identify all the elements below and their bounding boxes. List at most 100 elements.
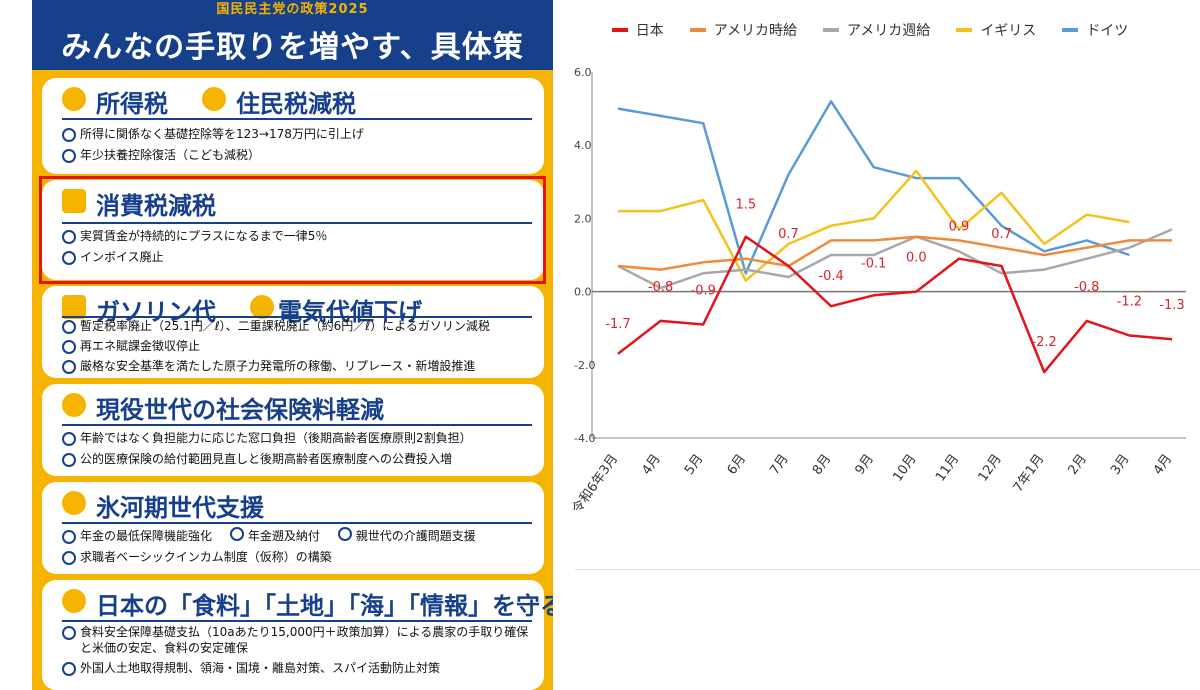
- list-item: 年齢ではなく負担能力に応じた窓口負担（後期高齢者医療原則2割負担）: [62, 428, 537, 449]
- check-icon: [62, 453, 76, 467]
- section-title: ガソリン代: [96, 298, 216, 326]
- data-label: -0.1: [861, 256, 886, 271]
- section-income-tax: 所得税 住民税減税 所得に関係なく基礎控除等を123→178万円に引上げ 年少扶…: [42, 78, 544, 174]
- section-consumption-tax: 消費税減税 実質賃金が持続的にプラスになるまで一律5％ インボイス廃止: [42, 180, 544, 280]
- check-icon: [62, 360, 76, 374]
- check-icon: [62, 320, 76, 334]
- section-divider: [62, 222, 532, 224]
- heart-icon: [62, 393, 86, 417]
- section-title: 氷河期世代支援: [96, 494, 264, 522]
- data-label: 0.7: [991, 227, 1012, 242]
- series-line-3: [617, 228, 1173, 290]
- section-title: 電気代値下げ: [278, 298, 422, 326]
- light-bulb-icon: [250, 295, 274, 319]
- check-icon: [62, 251, 76, 265]
- shopping-bag-icon: [62, 189, 86, 213]
- x-tick-label: 6月: [725, 452, 749, 478]
- highlight-box: [39, 176, 546, 284]
- section-divider: [62, 620, 532, 622]
- trend-up-icon: [62, 491, 86, 515]
- check-icon: [62, 128, 76, 142]
- section-title: 所得税: [96, 90, 168, 118]
- section-divider: [62, 522, 532, 524]
- legend-item: ドイツ: [1062, 20, 1128, 40]
- series-line-4: [618, 169, 1130, 282]
- section-social-insurance: 現役世代の社会保険料軽減 年齢ではなく負担能力に応じた窓口負担（後期高齢者医療原…: [42, 384, 544, 476]
- x-tick-label: 12月: [976, 452, 1005, 485]
- flyer-header: 国民民主党の政策2025 みんなの手取りを増やす、具体策: [32, 0, 553, 70]
- policy-flyer: 国民民主党の政策2025 みんなの手取りを増やす、具体策 所得税 住民税減税 所…: [32, 0, 553, 690]
- y-tick-label: 0.0: [574, 286, 592, 299]
- data-label: -0.9: [691, 284, 716, 299]
- legend-item: アメリカ時給: [689, 20, 797, 40]
- x-tick-label: 7年1月: [1011, 452, 1048, 495]
- y-tick-label: -2.0: [574, 359, 595, 372]
- check-icon: [337, 527, 352, 541]
- legend-swatch: [611, 28, 628, 32]
- x-tick-label: 2月: [1066, 452, 1090, 478]
- wallet-icon: [62, 87, 86, 111]
- list-item: インボイス廃止: [62, 247, 537, 268]
- data-label: 0.7: [778, 227, 799, 242]
- check-icon: [229, 527, 244, 541]
- section-title: 消費税減税: [96, 192, 216, 220]
- x-tick-label: 令和6年3月: [570, 452, 622, 517]
- x-tick-label: 5月: [682, 452, 706, 478]
- chart-plot: -4.0 -2.0 0.0 2.0 4.0 6.0 令和6年3月 4月 5月 6月 7月 8月 9月 10…: [570, 66, 1186, 517]
- section-divider: [62, 118, 532, 120]
- x-tick-label: 9月: [852, 452, 876, 478]
- list-item: 厳格な安全基準を満たした原子力発電所の稼働、リプレース・新増設推進: [62, 356, 537, 376]
- flyer-title: みんなの手取りを増やす、具体策: [61, 30, 524, 65]
- section-divider: [62, 424, 532, 426]
- legend-swatch: [1062, 28, 1079, 32]
- list-item: 食料安全保障基礎支払（10aあたり15,000円＋政策加算）による農家の手取り確…: [62, 624, 537, 656]
- fuel-pump-icon: [62, 295, 86, 319]
- x-tick-label: 4月: [639, 452, 663, 478]
- x-tick-label: 7月: [767, 452, 791, 478]
- x-tick-label: 10月: [890, 452, 919, 485]
- legend-item: アメリカ週給: [823, 20, 930, 40]
- legend-swatch: [689, 28, 706, 32]
- legend-item: 日本: [611, 20, 664, 40]
- section-energy: ガソリン代 電気代値下げ 暫定税率廃止（25.1円／ℓ）、二重課税廃止（約6円／…: [42, 286, 544, 378]
- y-tick-label: -4.0: [574, 432, 595, 445]
- data-label: -1.2: [1117, 295, 1142, 310]
- check-icon: [62, 551, 76, 565]
- y-tick-label: 6.0: [574, 66, 592, 79]
- check-icon: [62, 530, 76, 544]
- list-item: 求職者ベーシックインカム制度（仮称）の構築: [62, 547, 537, 568]
- list-item: 所得に関係なく基礎控除等を123→178万円に引上げ: [62, 124, 537, 145]
- section-divider: [62, 316, 532, 318]
- list-item: 再エネ賦課金徴収停止: [62, 336, 537, 356]
- legend-swatch: [956, 28, 973, 32]
- x-tick-label: 11月: [933, 452, 962, 485]
- data-label: 1.5: [736, 198, 757, 213]
- y-tick-label: 4.0: [574, 139, 592, 152]
- list-item: 暫定税率廃止（25.1円／ℓ）、二重課税廃止（約6円／ℓ）によるガソリン減税: [62, 316, 537, 336]
- data-label: -1.7: [605, 317, 630, 332]
- data-label: -0.4: [818, 269, 843, 284]
- check-icon: [62, 340, 76, 354]
- section-title: 住民税減税: [236, 90, 356, 118]
- check-icon: [62, 432, 76, 446]
- anchor-icon: [62, 589, 86, 613]
- list-item: 外国人土地取得規制、領海・国境・離島対策、スパイ活動防止対策: [62, 658, 537, 679]
- section-title: 日本の「食料」「土地」「海」「情報」を守る: [96, 592, 553, 620]
- series-line-1: [617, 235, 1173, 374]
- data-label: -0.8: [648, 280, 673, 295]
- x-tick-label: 3月: [1108, 452, 1132, 478]
- section-ice-age-generation: 氷河期世代支援 年金の最低保障機能強化 年金遡及納付 親世代の介護問題支援 求職…: [42, 482, 544, 574]
- check-icon: [62, 662, 76, 676]
- wage-chart: 日本 アメリカ時給 アメリカ週給 イギリス ドイツ -4.0 -2.0 0.0 2.0…: [560, 0, 1200, 570]
- data-label: -2.2: [1031, 335, 1056, 350]
- list-item: 公的医療保険の給付範囲見直しと後期高齢者医療制度への公費投入増: [62, 449, 537, 470]
- series-line-5: [617, 100, 1130, 275]
- data-label: -1.3: [1159, 298, 1184, 313]
- house-icon: [202, 87, 226, 111]
- legend-item: イギリス: [956, 20, 1036, 40]
- list-item: 年少扶養控除復活（こども減税）: [62, 145, 537, 166]
- legend-swatch: [823, 28, 839, 32]
- x-tick-label: 4月: [1151, 452, 1175, 478]
- list-item: 実質賃金が持続的にプラスになるまで一律5％: [62, 226, 537, 247]
- section-title: 現役世代の社会保険料軽減: [96, 396, 384, 424]
